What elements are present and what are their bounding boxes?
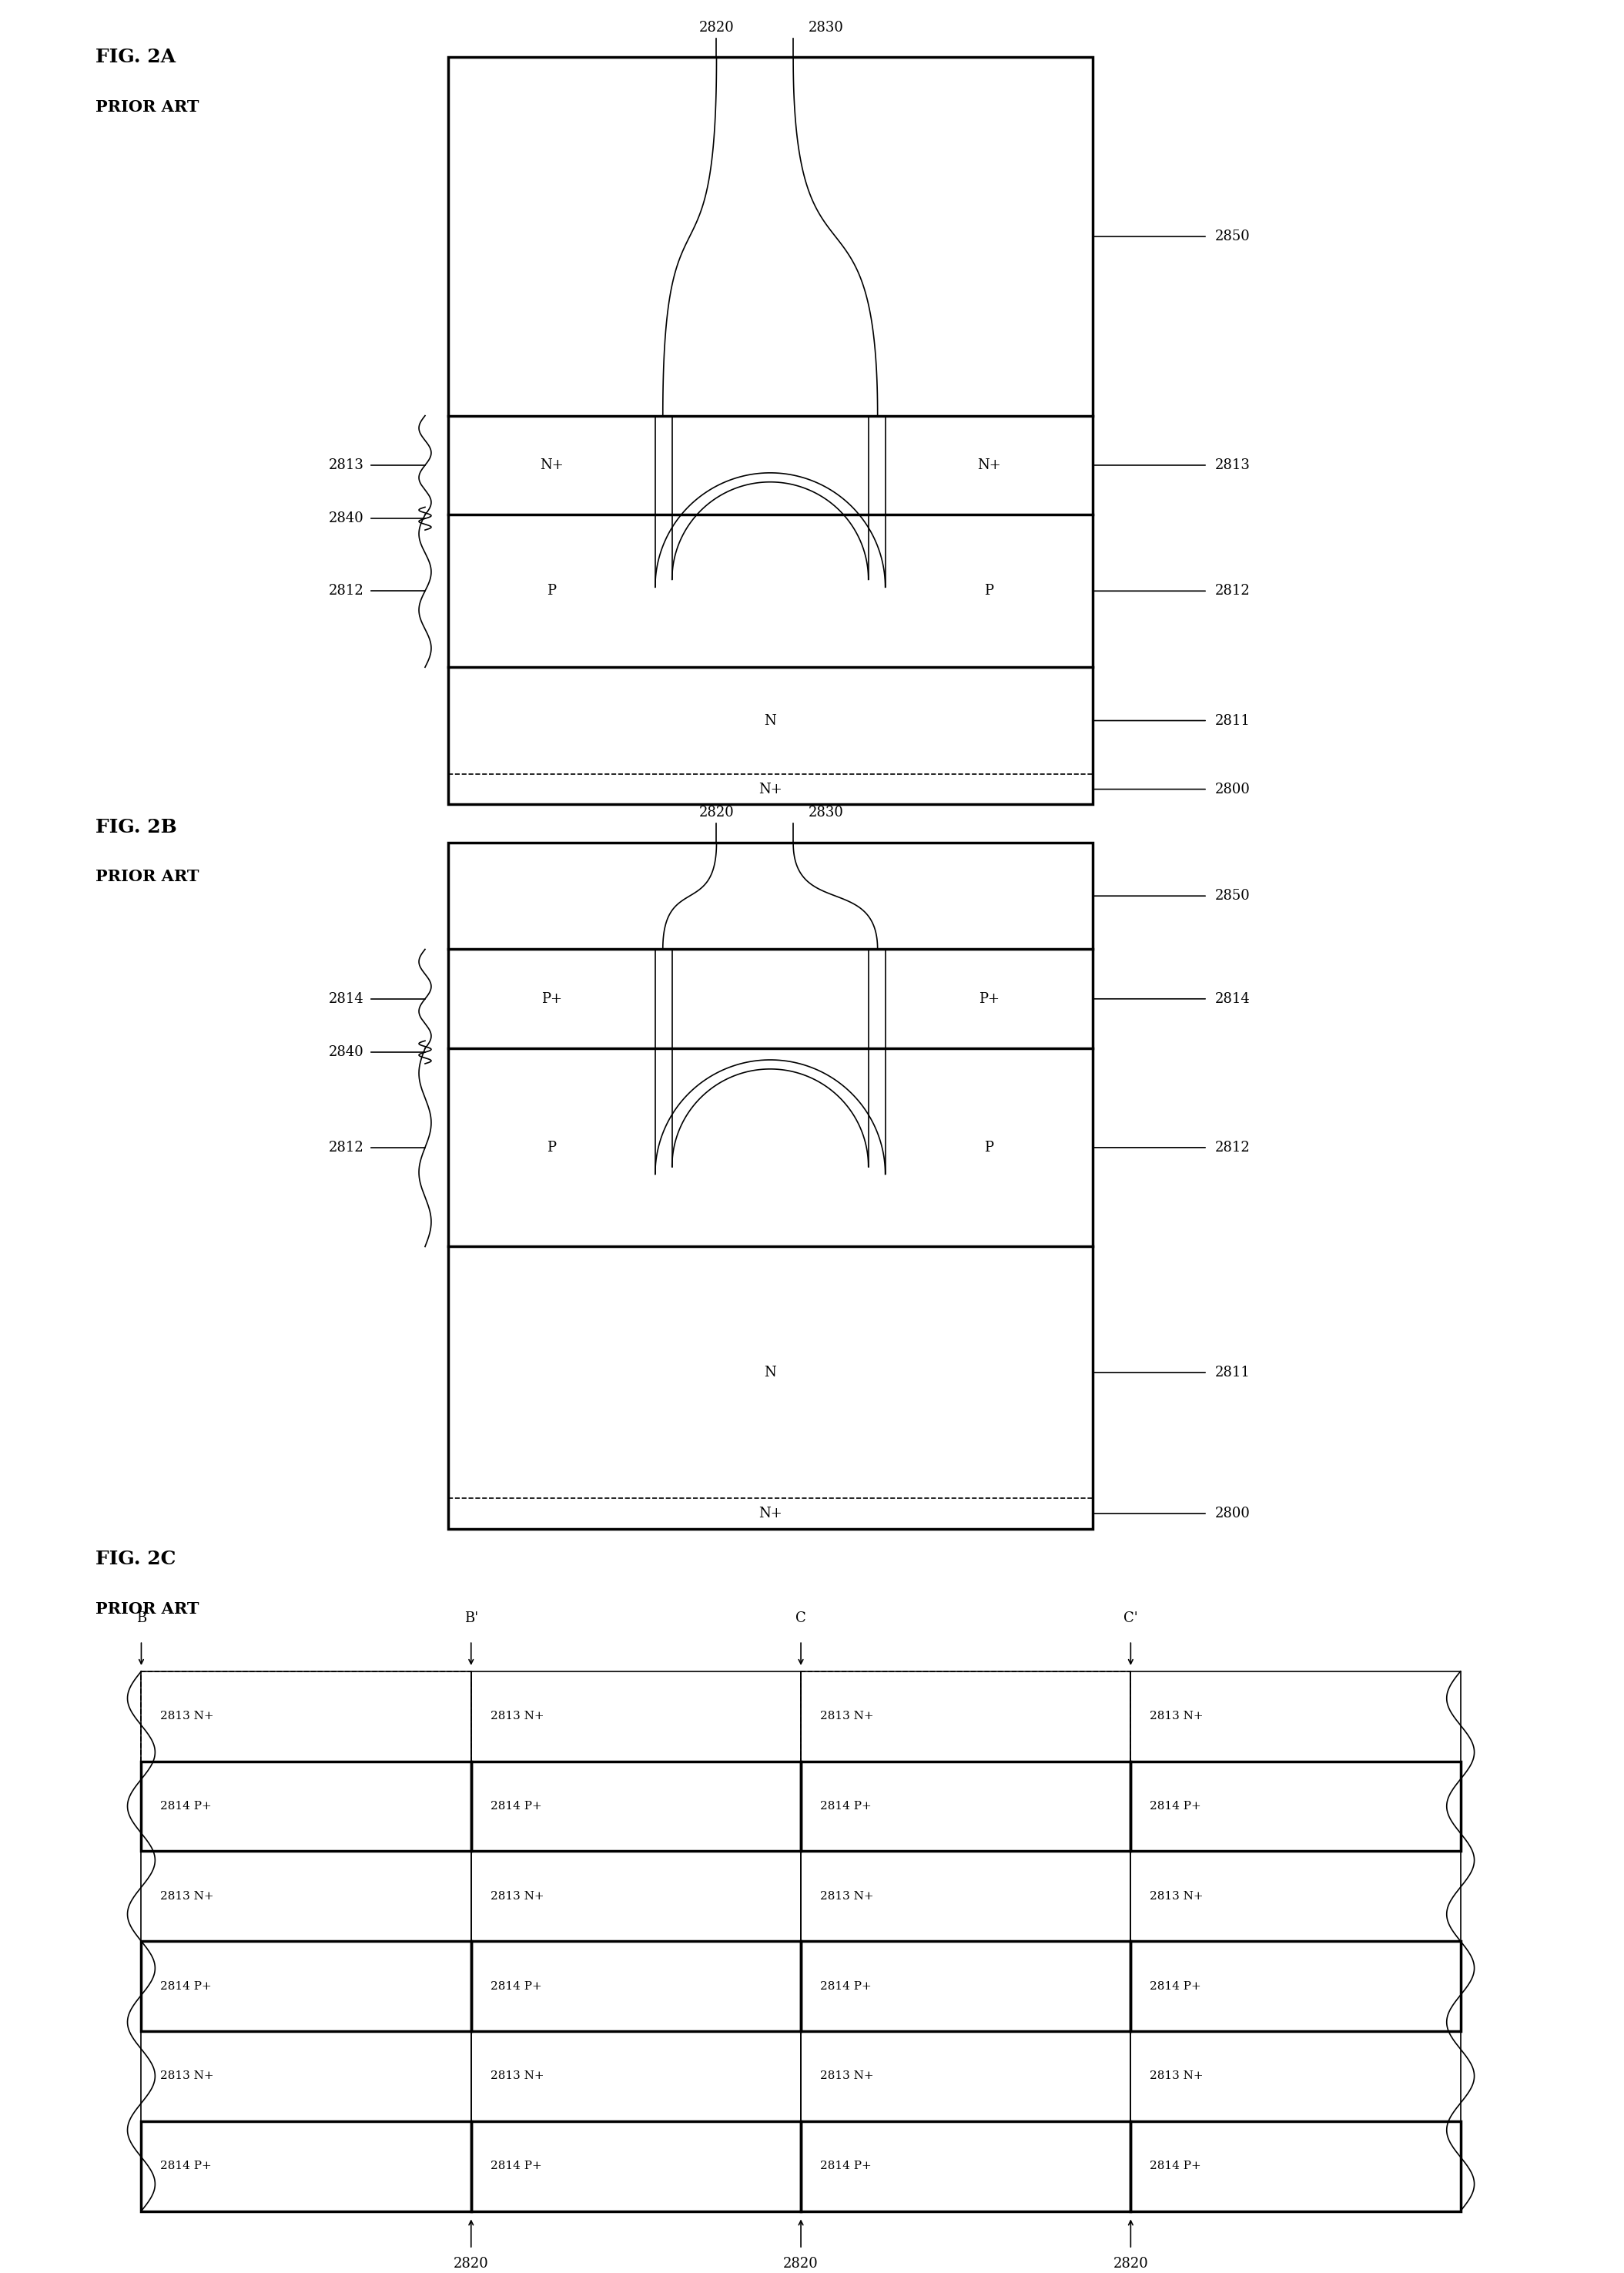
- Bar: [1130, 1941, 1460, 2032]
- Text: 2813 N+: 2813 N+: [490, 1712, 544, 1721]
- Text: C': C': [1124, 1612, 1138, 1625]
- Text: P: P: [547, 584, 557, 598]
- Text: 2830: 2830: [809, 807, 844, 821]
- Text: P: P: [547, 1141, 557, 1155]
- Text: 2814 P+: 2814 P+: [820, 1800, 872, 1812]
- Bar: [471, 1850, 801, 1941]
- Text: 2814 P+: 2814 P+: [820, 2162, 872, 2171]
- Text: N+: N+: [758, 1507, 783, 1521]
- Text: PRIOR ART: PRIOR ART: [96, 868, 198, 884]
- Bar: [801, 1671, 1130, 1762]
- Text: 2800: 2800: [1215, 1507, 1250, 1521]
- Bar: [801, 2121, 1130, 2212]
- Bar: [1130, 1671, 1460, 1762]
- Text: 2813 N+: 2813 N+: [1150, 1712, 1203, 1721]
- Text: 2820: 2820: [698, 807, 734, 821]
- Text: 2813 N+: 2813 N+: [820, 2071, 874, 2082]
- Bar: [1130, 2032, 1460, 2121]
- Text: FIG. 2A: FIG. 2A: [96, 48, 175, 66]
- Text: N+: N+: [539, 459, 564, 473]
- Text: 2814 P+: 2814 P+: [490, 1980, 542, 1991]
- Text: P+: P+: [978, 991, 999, 1005]
- Text: P+: P+: [541, 991, 562, 1005]
- Text: 2813 N+: 2813 N+: [820, 1891, 874, 1903]
- Text: 2850: 2850: [1215, 230, 1250, 243]
- Text: N+: N+: [978, 459, 1000, 473]
- Text: 2812: 2812: [1215, 1141, 1250, 1155]
- Bar: [141, 1941, 471, 2032]
- Text: 2812: 2812: [1215, 584, 1250, 598]
- Text: 2820: 2820: [1112, 2257, 1148, 2271]
- Bar: [471, 1941, 801, 2032]
- Text: C: C: [796, 1612, 806, 1625]
- Text: 2814 P+: 2814 P+: [1150, 1800, 1202, 1812]
- Bar: [471, 2032, 801, 2121]
- Bar: [448, 57, 1093, 805]
- Bar: [471, 1762, 801, 1850]
- Text: 2814 P+: 2814 P+: [820, 1980, 872, 1991]
- Text: PRIOR ART: PRIOR ART: [96, 1600, 198, 1616]
- Bar: [141, 2032, 471, 2121]
- Text: P: P: [984, 1141, 994, 1155]
- Text: FIG. 2C: FIG. 2C: [96, 1550, 175, 1568]
- Text: 2814 P+: 2814 P+: [490, 2162, 542, 2171]
- Text: B': B': [464, 1612, 477, 1625]
- Text: 2813 N+: 2813 N+: [490, 1891, 544, 1903]
- Bar: [1130, 1850, 1460, 1941]
- Text: 2811: 2811: [1215, 714, 1250, 727]
- Bar: [471, 2121, 801, 2212]
- Bar: [448, 843, 1093, 1530]
- Bar: [801, 1762, 1130, 1850]
- Text: 2830: 2830: [809, 20, 844, 34]
- Text: 2813 N+: 2813 N+: [161, 2071, 214, 2082]
- Text: 2814: 2814: [1215, 991, 1250, 1005]
- Bar: [801, 1850, 1130, 1941]
- Text: 2814 P+: 2814 P+: [1150, 2162, 1202, 2171]
- Text: P: P: [984, 584, 994, 598]
- Bar: [801, 1941, 1130, 2032]
- Bar: [801, 2032, 1130, 2121]
- Bar: [471, 1671, 801, 1762]
- Text: 2814 P+: 2814 P+: [490, 1800, 542, 1812]
- Text: 2814 P+: 2814 P+: [161, 2162, 211, 2171]
- Text: 2820: 2820: [453, 2257, 489, 2271]
- Text: 2850: 2850: [1215, 889, 1250, 902]
- Bar: [1130, 1762, 1460, 1850]
- Text: PRIOR ART: PRIOR ART: [96, 100, 198, 114]
- Text: 2811: 2811: [1215, 1366, 1250, 1380]
- Bar: [141, 1762, 471, 1850]
- Text: 2814 P+: 2814 P+: [1150, 1980, 1202, 1991]
- Text: 2813 N+: 2813 N+: [1150, 1891, 1203, 1903]
- Text: 2812: 2812: [328, 1141, 364, 1155]
- Text: 2813: 2813: [1215, 459, 1250, 473]
- Text: 2813 N+: 2813 N+: [1150, 2071, 1203, 2082]
- Bar: [141, 1671, 471, 1762]
- Text: 2840: 2840: [328, 1046, 364, 1059]
- Bar: [141, 2121, 471, 2212]
- Text: 2814 P+: 2814 P+: [161, 1800, 211, 1812]
- Bar: [1130, 2121, 1460, 2212]
- Text: N: N: [765, 714, 776, 727]
- Text: FIG. 2B: FIG. 2B: [96, 818, 177, 836]
- Bar: [141, 1850, 471, 1941]
- Text: 2812: 2812: [328, 584, 364, 598]
- Text: 2813 N+: 2813 N+: [161, 1712, 214, 1721]
- Text: 2800: 2800: [1215, 782, 1250, 796]
- Text: 2813 N+: 2813 N+: [490, 2071, 544, 2082]
- Text: 2820: 2820: [698, 20, 734, 34]
- Text: 2814: 2814: [328, 991, 364, 1005]
- Text: N+: N+: [758, 782, 783, 796]
- Text: 2820: 2820: [783, 2257, 818, 2271]
- Text: 2813: 2813: [328, 459, 364, 473]
- Text: 2840: 2840: [328, 511, 364, 525]
- Text: 2813 N+: 2813 N+: [161, 1891, 214, 1903]
- Text: 2813 N+: 2813 N+: [820, 1712, 874, 1721]
- Text: N: N: [765, 1366, 776, 1380]
- Text: 2814 P+: 2814 P+: [161, 1980, 211, 1991]
- Text: B: B: [136, 1612, 146, 1625]
